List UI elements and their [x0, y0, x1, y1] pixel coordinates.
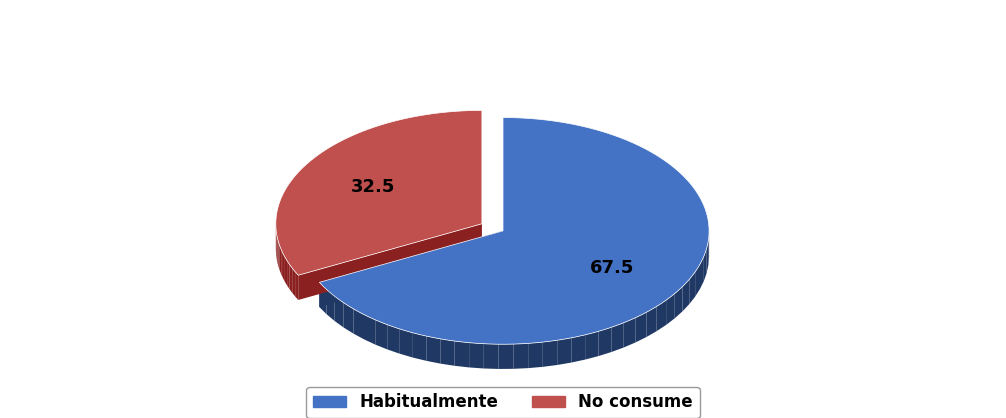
- Polygon shape: [675, 287, 682, 318]
- Polygon shape: [585, 331, 599, 359]
- Polygon shape: [557, 338, 571, 365]
- Text: 32.5: 32.5: [351, 178, 395, 196]
- Polygon shape: [319, 282, 327, 314]
- Polygon shape: [689, 272, 695, 304]
- Polygon shape: [427, 336, 441, 364]
- Polygon shape: [624, 318, 636, 347]
- Polygon shape: [513, 344, 528, 369]
- Polygon shape: [319, 117, 709, 344]
- Polygon shape: [441, 339, 455, 366]
- Polygon shape: [280, 246, 282, 274]
- Polygon shape: [571, 335, 585, 362]
- Polygon shape: [412, 333, 427, 361]
- Polygon shape: [364, 315, 375, 344]
- Polygon shape: [287, 261, 290, 289]
- Polygon shape: [469, 343, 484, 369]
- Polygon shape: [499, 344, 513, 369]
- Polygon shape: [344, 303, 353, 334]
- Polygon shape: [327, 290, 335, 321]
- Polygon shape: [636, 312, 647, 342]
- Polygon shape: [375, 320, 387, 349]
- Polygon shape: [700, 256, 704, 289]
- Polygon shape: [455, 341, 469, 367]
- Polygon shape: [543, 340, 557, 367]
- Polygon shape: [335, 296, 344, 327]
- Polygon shape: [666, 293, 675, 325]
- Polygon shape: [484, 344, 499, 369]
- Polygon shape: [706, 240, 708, 273]
- Polygon shape: [599, 327, 612, 356]
- Legend: Habitualmente, No consume: Habitualmente, No consume: [306, 387, 700, 418]
- Polygon shape: [282, 250, 283, 278]
- Polygon shape: [612, 323, 624, 352]
- Polygon shape: [319, 231, 503, 307]
- Polygon shape: [387, 325, 399, 354]
- Polygon shape: [285, 257, 287, 285]
- Polygon shape: [279, 242, 280, 270]
- Polygon shape: [292, 268, 295, 296]
- Polygon shape: [295, 272, 298, 300]
- Polygon shape: [290, 265, 292, 293]
- Polygon shape: [399, 329, 412, 357]
- Polygon shape: [695, 264, 700, 297]
- Polygon shape: [283, 253, 285, 282]
- Polygon shape: [682, 279, 689, 311]
- Text: 67.5: 67.5: [590, 259, 634, 277]
- Polygon shape: [278, 238, 279, 267]
- Polygon shape: [298, 224, 482, 300]
- Polygon shape: [647, 306, 657, 337]
- Polygon shape: [353, 309, 364, 339]
- Polygon shape: [704, 248, 706, 281]
- Polygon shape: [528, 342, 543, 368]
- Polygon shape: [276, 110, 482, 275]
- Polygon shape: [657, 300, 666, 331]
